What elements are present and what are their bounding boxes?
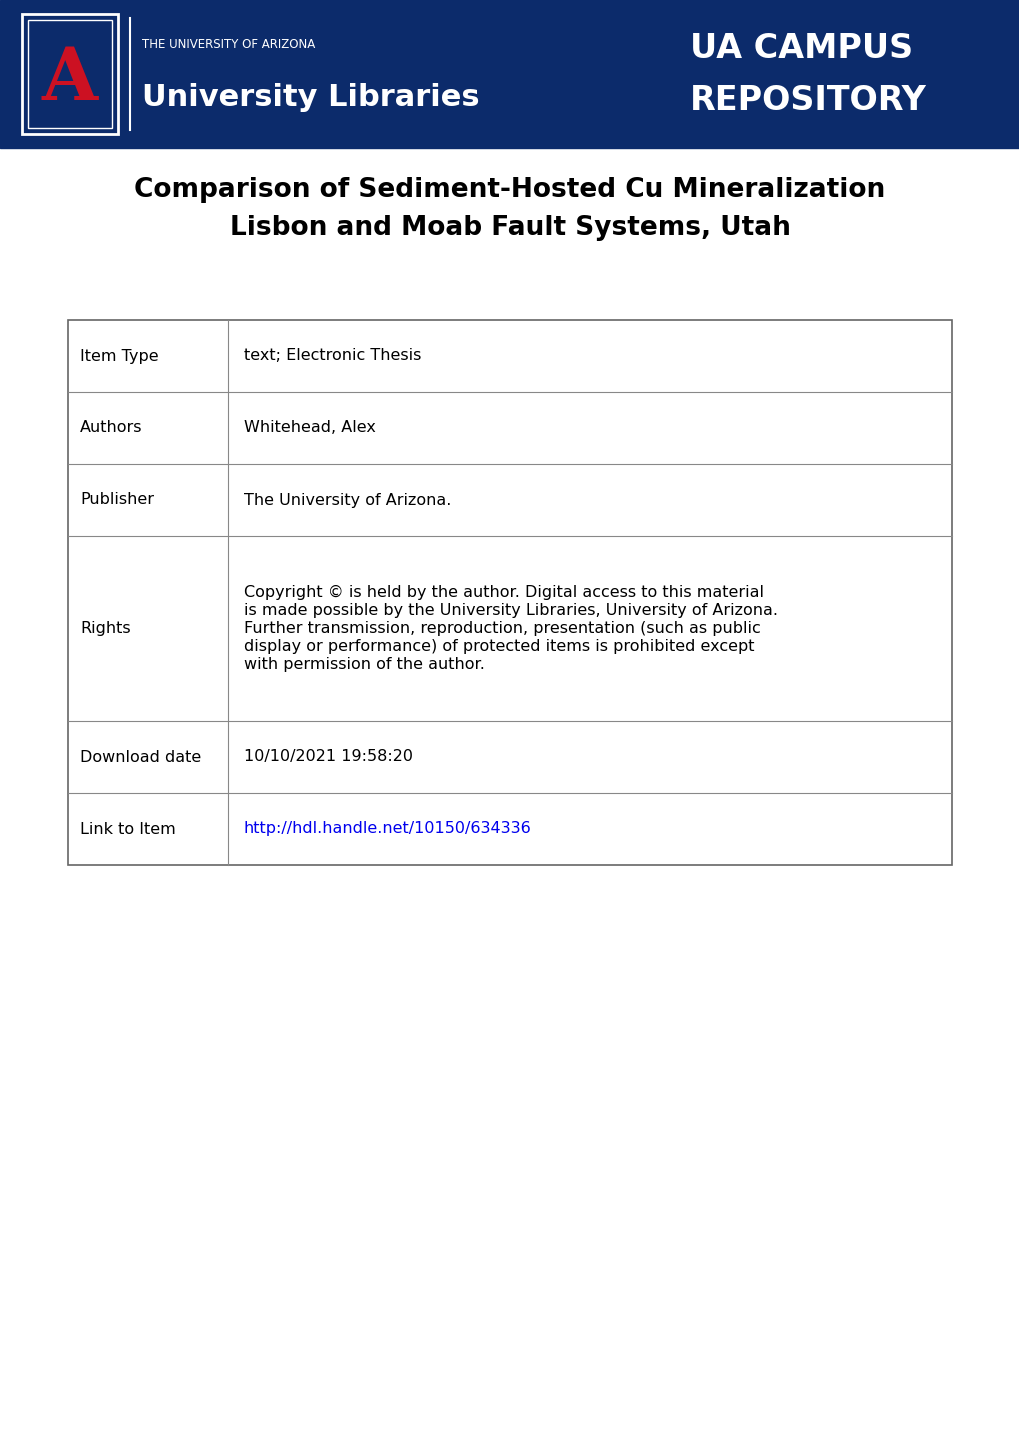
Text: Download date: Download date xyxy=(79,750,201,764)
Text: is made possible by the University Libraries, University of Arizona.: is made possible by the University Libra… xyxy=(244,603,777,619)
Bar xyxy=(68,320,951,865)
Text: The University of Arizona.: The University of Arizona. xyxy=(244,493,451,508)
Text: Link to Item: Link to Item xyxy=(79,822,175,836)
Text: display or performance) of protected items is prohibited except: display or performance) of protected ite… xyxy=(244,639,754,653)
Text: http://hdl.handle.net/10150/634336: http://hdl.handle.net/10150/634336 xyxy=(244,822,531,836)
Text: REPOSITORY: REPOSITORY xyxy=(689,84,926,117)
Text: Authors: Authors xyxy=(79,421,143,435)
Text: Whitehead, Alex: Whitehead, Alex xyxy=(244,421,376,435)
Text: Publisher: Publisher xyxy=(79,493,154,508)
Text: Rights: Rights xyxy=(79,622,130,636)
Text: Comparison of Sediment-Hosted Cu Mineralization: Comparison of Sediment-Hosted Cu Mineral… xyxy=(135,177,884,203)
Text: 10/10/2021 19:58:20: 10/10/2021 19:58:20 xyxy=(244,750,413,764)
Text: A: A xyxy=(42,43,98,114)
Text: with permission of the author.: with permission of the author. xyxy=(244,656,484,672)
Text: THE UNIVERSITY OF ARIZONA: THE UNIVERSITY OF ARIZONA xyxy=(142,37,315,50)
Text: Further transmission, reproduction, presentation (such as public: Further transmission, reproduction, pres… xyxy=(244,622,760,636)
Bar xyxy=(28,20,112,128)
Bar xyxy=(22,14,118,134)
Text: University Libraries: University Libraries xyxy=(142,84,479,112)
Text: text; Electronic Thesis: text; Electronic Thesis xyxy=(244,349,421,363)
Text: UA CAMPUS: UA CAMPUS xyxy=(689,32,912,65)
Text: Copyright © is held by the author. Digital access to this material: Copyright © is held by the author. Digit… xyxy=(244,585,763,600)
Text: Lisbon and Moab Fault Systems, Utah: Lisbon and Moab Fault Systems, Utah xyxy=(229,215,790,241)
Text: Item Type: Item Type xyxy=(79,349,159,363)
Bar xyxy=(0,0,1019,149)
